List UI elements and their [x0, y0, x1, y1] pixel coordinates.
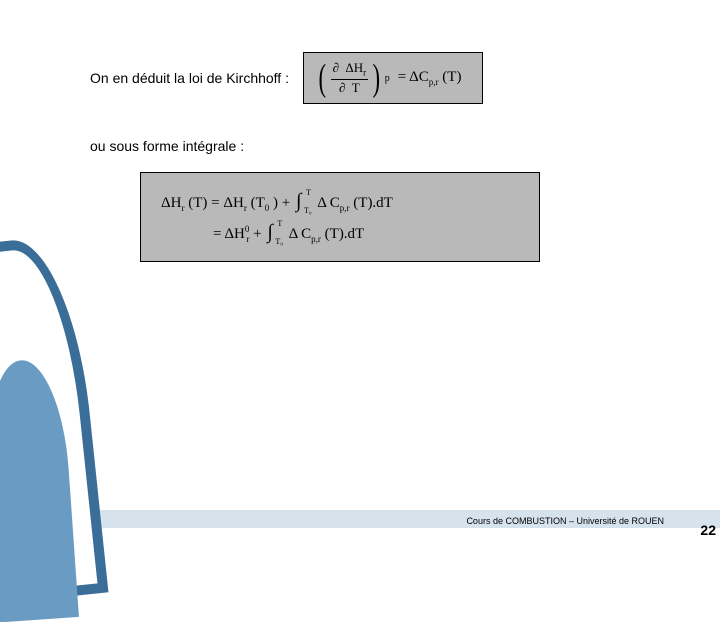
sub-r: r	[363, 67, 366, 77]
sub-p: p	[385, 73, 390, 84]
partial-symbol-den: ∂	[339, 80, 345, 95]
partial-fraction: ∂ ΔHr ∂ T	[331, 61, 368, 96]
integral-symbol-2: ∫TT₀	[267, 221, 272, 244]
delta-h: ΔH	[345, 60, 363, 75]
l1-cp-sub: p,r	[340, 203, 350, 213]
l2-dt: (T).dT	[321, 226, 364, 242]
l2-cp-sub: p,r	[311, 234, 321, 244]
footer-text: Cours de COMBUSTION – Université de ROUE…	[466, 516, 664, 526]
eq-rhs: = ΔCp,r (T)	[398, 69, 462, 87]
l1-plus: ) +	[269, 195, 294, 211]
partial-symbol-num: ∂	[333, 60, 339, 75]
left-paren: (	[319, 59, 327, 97]
equation-box-integral: ΔHr (T) = ΔHr (T0 ) + ∫TT₀ Δ Cp,r (T).dT…	[140, 172, 540, 262]
right-paren: )	[373, 59, 381, 97]
integral-line-2: = ΔH0r + ∫TT₀ Δ Cp,r (T).dT	[213, 221, 364, 244]
int2-lower: T₀	[275, 237, 283, 246]
t-symbol: T	[352, 80, 360, 95]
l1-dh: ΔH	[161, 195, 181, 211]
integral-line-1: ΔHr (T) = ΔHr (T0 ) + ∫TT₀ Δ Cp,r (T).dT	[161, 190, 393, 213]
int1-lower: T₀	[304, 206, 312, 215]
text-integral-intro: ou sous forme intégrale :	[90, 138, 680, 154]
rhs-oft: (T)	[439, 69, 462, 85]
l1-deltacp: Δ C	[313, 195, 339, 211]
rhs-sub: p,r	[429, 77, 439, 87]
kirchhoff-row: On en déduit la loi de Kirchhoff : ( ∂ Δ…	[90, 52, 680, 104]
l2-deltacp: Δ C	[285, 226, 311, 242]
equation-box-differential: ( ∂ ΔHr ∂ T ) p = ΔCp,r (T)	[303, 52, 483, 104]
slide-content: On en déduit la loi de Kirchhoff : ( ∂ Δ…	[90, 52, 680, 262]
int1-upper: T	[306, 188, 311, 197]
l2-dh: = ΔH	[213, 226, 245, 242]
l1-dt: (T).dT	[350, 195, 393, 211]
rhs-deltac: = ΔC	[398, 69, 429, 85]
l1-t0-open: (T	[247, 195, 265, 211]
page-number: 22	[700, 522, 716, 538]
l1-eq-dh: (T) = ΔH	[184, 195, 243, 211]
l2-plus: +	[249, 226, 265, 242]
int2-upper: T	[277, 219, 282, 228]
paren-group: ( ∂ ΔHr ∂ T ) p	[316, 59, 390, 97]
integral-symbol-1: ∫TT₀	[296, 190, 301, 213]
fraction-bar	[331, 79, 368, 80]
text-kirchhoff-intro: On en déduit la loi de Kirchhoff :	[90, 70, 289, 86]
